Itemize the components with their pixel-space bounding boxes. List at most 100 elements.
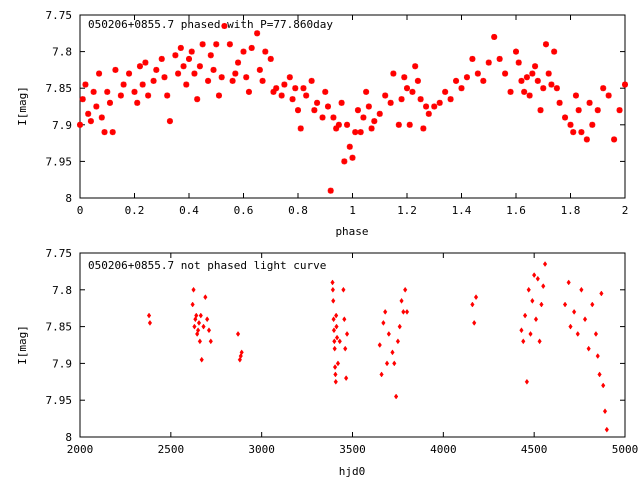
y-tick-label: 7.75 xyxy=(46,9,73,22)
data-point xyxy=(365,103,372,110)
data-point xyxy=(194,96,201,103)
data-point xyxy=(390,70,397,77)
x-tick-label: 2000 xyxy=(67,443,94,456)
data-point xyxy=(526,286,531,293)
data-point xyxy=(240,48,247,55)
data-point xyxy=(616,107,623,114)
data-point xyxy=(201,323,206,330)
data-point xyxy=(600,85,607,92)
data-point xyxy=(417,96,424,103)
data-point xyxy=(572,308,577,315)
data-point xyxy=(194,312,199,319)
phased-light-curve-panel: 050206+0855.7 phased with P=77.860day ph… xyxy=(16,9,628,238)
data-point xyxy=(420,125,427,132)
data-point xyxy=(371,118,378,125)
data-point xyxy=(398,96,405,103)
data-point xyxy=(354,107,361,114)
x-tick-label: 0.4 xyxy=(179,204,199,217)
data-point xyxy=(376,110,383,117)
data-point xyxy=(528,331,533,337)
data-point xyxy=(352,129,359,136)
data-point xyxy=(136,63,143,70)
data-point xyxy=(436,99,443,106)
axis-ticks: 0 0.2 0.4 0.6 0.8 1 1.2 1.4 1.6 1.8 2 7.75 7.8 7.85 7.… xyxy=(46,9,629,217)
data-point xyxy=(330,279,335,286)
data-point xyxy=(390,349,395,356)
data-point xyxy=(218,74,225,81)
data-point xyxy=(278,92,285,99)
data-point xyxy=(319,114,326,121)
y-tick-label: 7.8 xyxy=(52,284,72,297)
data-point xyxy=(594,107,601,114)
y-tick-label: 7.8 xyxy=(52,46,72,59)
plot-frame xyxy=(79,14,626,199)
x-tick-label: 0.2 xyxy=(125,204,145,217)
data-point xyxy=(238,353,243,359)
data-point xyxy=(208,338,213,345)
data-point xyxy=(82,81,89,88)
y-tick-label: 7.75 xyxy=(46,247,73,260)
data-point xyxy=(314,99,321,106)
y-tick-label: 7.95 xyxy=(46,155,73,168)
x-tick-label: 1.4 xyxy=(452,204,472,217)
data-point xyxy=(562,114,569,121)
data-point xyxy=(399,297,404,304)
data-point xyxy=(567,121,574,128)
data-point xyxy=(191,286,196,293)
data-point xyxy=(341,158,348,165)
x-tick-label: 0 xyxy=(77,204,84,217)
data-point xyxy=(221,22,228,29)
data-point xyxy=(206,327,212,334)
data-point xyxy=(521,338,526,345)
data-point xyxy=(522,312,528,319)
data-point xyxy=(515,59,522,66)
data-point xyxy=(235,59,242,66)
x-tick-label: 1.8 xyxy=(561,204,581,217)
data-point xyxy=(215,92,222,99)
data-point xyxy=(308,77,315,84)
data-point xyxy=(334,323,339,330)
data-point xyxy=(259,77,266,84)
data-point xyxy=(363,88,370,95)
y-tick-label: 7.85 xyxy=(46,82,73,95)
data-point xyxy=(491,33,498,40)
data-point xyxy=(401,308,406,315)
data-point xyxy=(575,107,582,114)
y-axis-label: I[mag] xyxy=(16,325,29,365)
data-point xyxy=(93,103,100,110)
data-point xyxy=(431,103,438,110)
data-point xyxy=(379,371,384,378)
data-point xyxy=(412,63,419,70)
y-tick-label: 7.85 xyxy=(46,321,73,334)
data-point xyxy=(203,294,208,301)
data-point xyxy=(539,301,544,308)
x-tick-label: 1.2 xyxy=(397,204,417,217)
data-point xyxy=(199,41,206,48)
data-point xyxy=(540,85,547,92)
y-axis-label: I[mag] xyxy=(16,86,29,126)
data-point xyxy=(532,63,539,70)
data-point xyxy=(589,121,596,128)
data-point xyxy=(77,121,83,128)
data-point xyxy=(622,81,628,88)
data-point xyxy=(386,331,391,337)
data-point xyxy=(196,63,203,70)
data-point xyxy=(161,74,168,81)
data-point xyxy=(333,125,340,132)
data-point xyxy=(575,331,580,337)
plot-frame xyxy=(79,252,626,438)
data-point xyxy=(582,316,588,323)
data-point xyxy=(232,70,239,77)
data-point xyxy=(526,92,533,99)
data-point xyxy=(335,121,342,128)
data-point xyxy=(601,382,606,389)
data-point xyxy=(195,327,201,334)
data-point xyxy=(579,286,584,293)
data-point xyxy=(139,81,146,88)
x-axis-label: phase xyxy=(335,225,368,238)
data-point xyxy=(404,308,410,315)
data-point xyxy=(104,88,111,95)
data-point xyxy=(393,393,399,400)
data-point xyxy=(381,319,386,326)
